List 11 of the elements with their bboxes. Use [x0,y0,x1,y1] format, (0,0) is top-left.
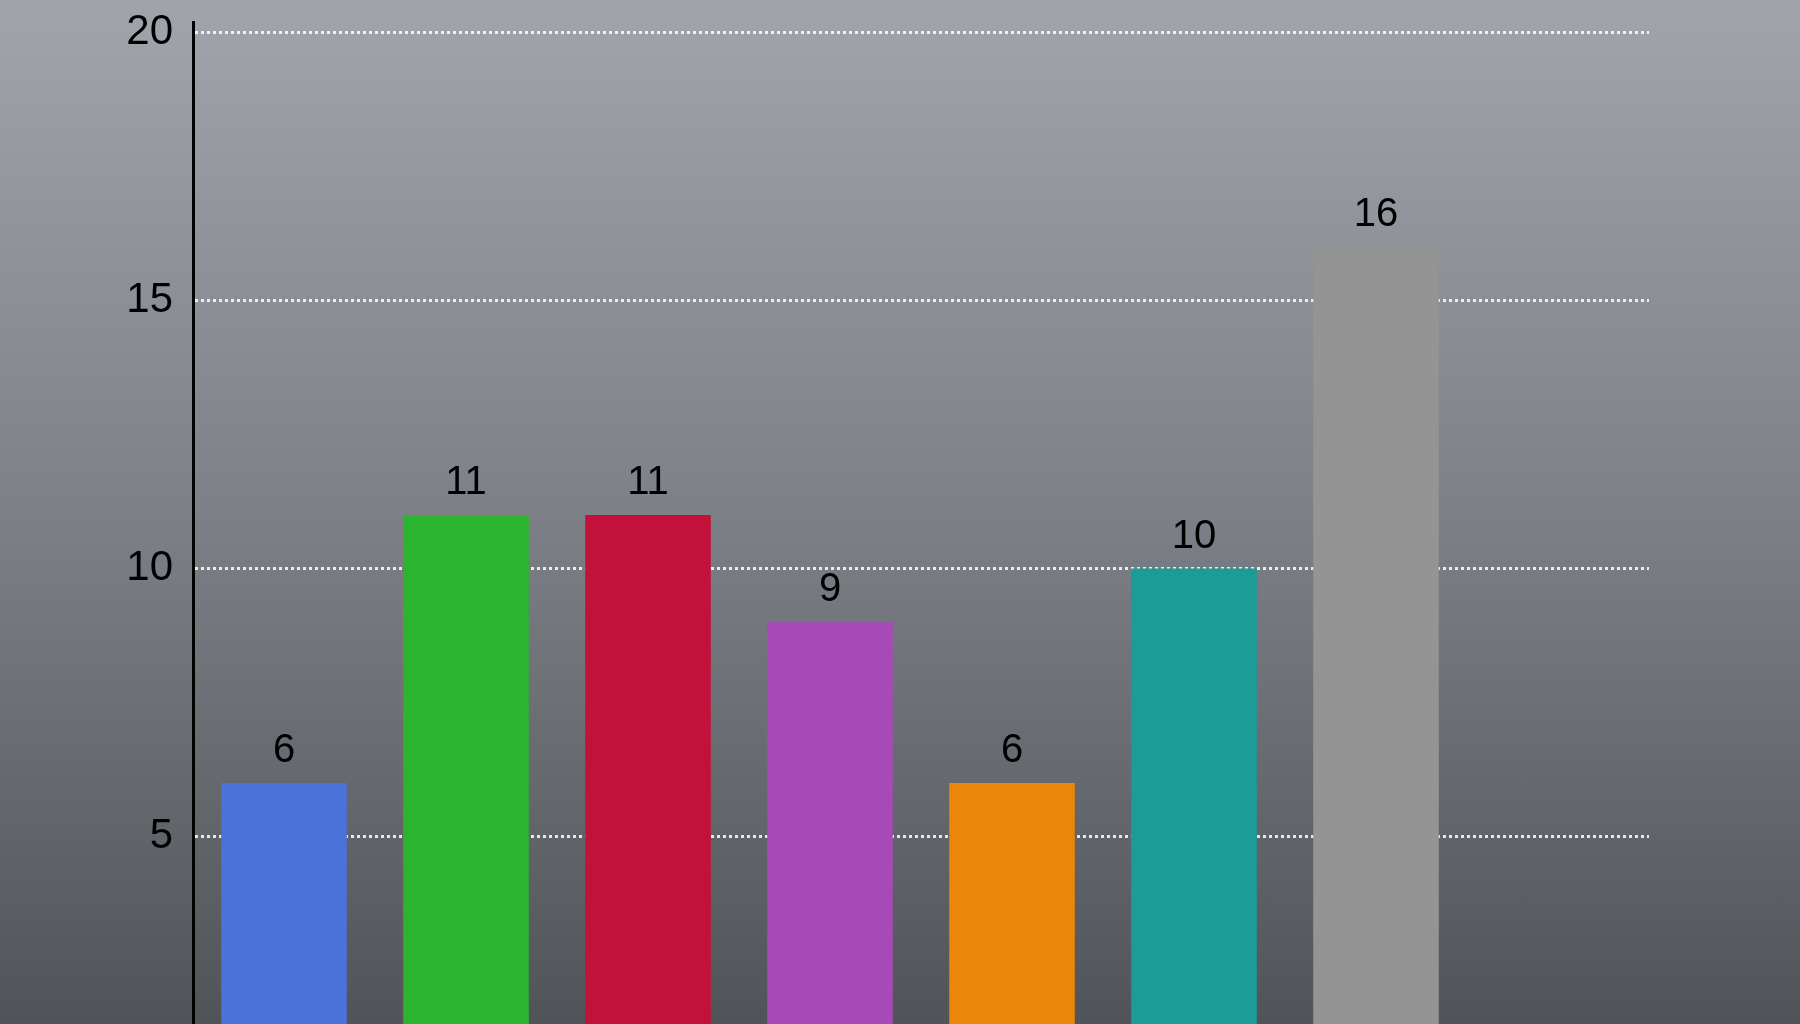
data-label: 6 [272,725,296,770]
data-label: 16 [1353,190,1399,235]
data-label: 11 [627,457,669,502]
y-tick-label: 10 [126,542,173,590]
data-label: 10 [1171,511,1217,556]
data-label: 9 [818,565,842,610]
y-tick-label: 15 [126,274,173,322]
data-label: 6 [1000,725,1024,770]
y-tick-label: 20 [126,6,173,54]
y-tick-label: 5 [149,810,173,858]
data-label: 11 [445,457,487,502]
